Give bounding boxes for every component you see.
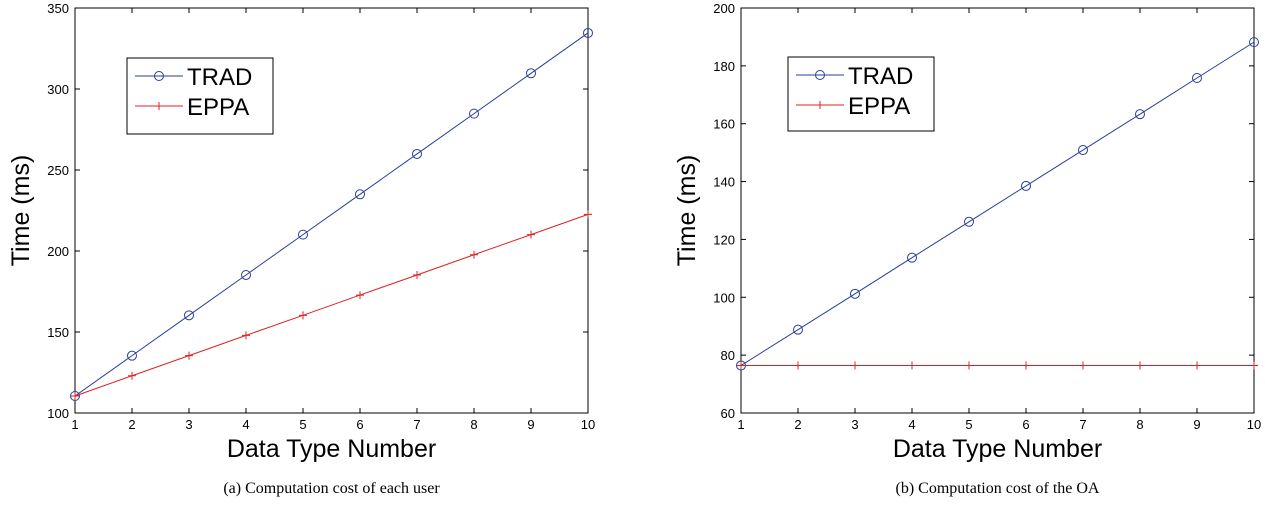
y-tick-label: 140 (713, 175, 735, 190)
y-tick-label: 150 (47, 325, 69, 340)
plot-frame (740, 7, 1255, 414)
data-point-trad (1021, 180, 1031, 191)
series-line-trad (740, 41, 1255, 366)
x-tick-label: 9 (527, 417, 534, 432)
x-tick-label: 4 (242, 417, 249, 432)
data-point-trad (70, 390, 80, 401)
data-point-trad (793, 324, 803, 335)
data-point-eppa (851, 361, 859, 370)
y-tick-label: 80 (721, 348, 735, 363)
y-tick-label: 100 (713, 290, 735, 305)
x-axis-label: Data Type Number (227, 435, 436, 463)
data-point-trad (964, 216, 974, 227)
series-line-eppa (74, 213, 589, 397)
legend-box (126, 57, 274, 135)
y-tick-label: 250 (47, 163, 69, 178)
data-point-trad (127, 350, 137, 361)
data-point-trad (1135, 109, 1145, 120)
y-tick-label: 200 (713, 1, 735, 16)
legend-label-eppa: EPPA (187, 94, 249, 121)
legend-marker-eppa (155, 102, 163, 110)
data-point-trad (1249, 37, 1259, 48)
caption-b: (b) Computation cost of the OA (895, 480, 1100, 497)
chart-a: 1 2 3 4 5 6 7 8 9 10 100 150 200 250 300 350 Data Type N… (7, 1, 595, 463)
data-point-trad (184, 310, 194, 321)
data-point-eppa (413, 270, 421, 279)
data-point-trad (526, 68, 536, 79)
data-point-eppa (794, 361, 802, 370)
y-tick-label: 350 (47, 1, 69, 16)
y-tick-label: 120 (713, 232, 735, 247)
data-point-trad (241, 269, 251, 280)
data-point-eppa (128, 371, 136, 380)
data-point-trad (850, 288, 860, 299)
data-point-eppa (737, 361, 745, 370)
x-tick-label: 3 (185, 417, 192, 432)
x-tick-label: 2 (794, 417, 801, 432)
legend-marker-trad (154, 71, 164, 81)
data-point-eppa (299, 311, 307, 320)
data-point-eppa (1136, 361, 1144, 370)
data-point-trad (298, 229, 308, 240)
x-tick-label: 4 (908, 417, 915, 432)
series-line-trad (74, 32, 589, 397)
x-tick-label: 1 (737, 417, 744, 432)
data-point-eppa (527, 230, 535, 239)
x-tick-label: 8 (470, 417, 477, 432)
y-tick-label: 200 (47, 244, 69, 259)
data-point-eppa (356, 291, 364, 300)
data-point-trad (583, 27, 593, 38)
y-axis-label: Time (ms) (7, 155, 35, 267)
x-tick-label: 2 (128, 417, 135, 432)
x-axis-label: Data Type Number (893, 435, 1102, 463)
data-point-eppa (185, 351, 193, 360)
x-tick-label: 8 (1136, 417, 1143, 432)
data-point-eppa (1079, 361, 1087, 370)
legend-marker-trad (815, 70, 825, 80)
data-point-eppa (1022, 361, 1030, 370)
legend-box (787, 56, 935, 132)
data-point-eppa (1193, 361, 1201, 370)
y-tick-label: 60 (721, 406, 735, 421)
y-axis-label: Time (ms) (673, 155, 701, 267)
x-tick-label: 1 (71, 417, 78, 432)
data-point-eppa (470, 250, 478, 259)
y-tick-label: 100 (47, 406, 69, 421)
data-point-trad (412, 148, 422, 159)
data-point-eppa (965, 361, 973, 370)
data-point-trad (469, 108, 479, 119)
x-tick-label: 5 (965, 417, 972, 432)
data-point-trad (1192, 73, 1202, 84)
x-tick-label: 10 (1247, 417, 1261, 432)
data-point-eppa (1250, 361, 1258, 370)
y-tick-label: 160 (713, 117, 735, 132)
caption-a: (a) Computation cost of each user (223, 480, 440, 497)
legend-label-trad: TRAD (187, 64, 252, 91)
data-point-trad (907, 252, 917, 263)
x-tick-label: 7 (1079, 417, 1086, 432)
y-tick-label: 300 (47, 82, 69, 97)
x-tick-label: 10 (581, 417, 595, 432)
data-point-eppa (908, 361, 916, 370)
y-tick-label: 180 (713, 59, 735, 74)
x-tick-label: 3 (851, 417, 858, 432)
legend-label-trad: TRAD (848, 63, 913, 90)
x-tick-label: 5 (299, 417, 306, 432)
legend-label-eppa: EPPA (848, 93, 910, 120)
x-tick-label: 6 (356, 417, 363, 432)
x-tick-label: 9 (1193, 417, 1200, 432)
data-point-eppa (71, 391, 79, 400)
data-point-eppa (584, 210, 592, 219)
x-tick-label: 6 (1022, 417, 1029, 432)
data-point-trad (1078, 145, 1088, 156)
data-point-trad (355, 189, 365, 200)
data-point-eppa (242, 331, 250, 340)
chart-b: 1 2 3 4 5 6 7 8 9 10 60 80 100 120 140 160 180 200 Data Ty… (673, 1, 1261, 463)
legend-marker-eppa (816, 101, 824, 109)
x-tick-label: 7 (413, 417, 420, 432)
